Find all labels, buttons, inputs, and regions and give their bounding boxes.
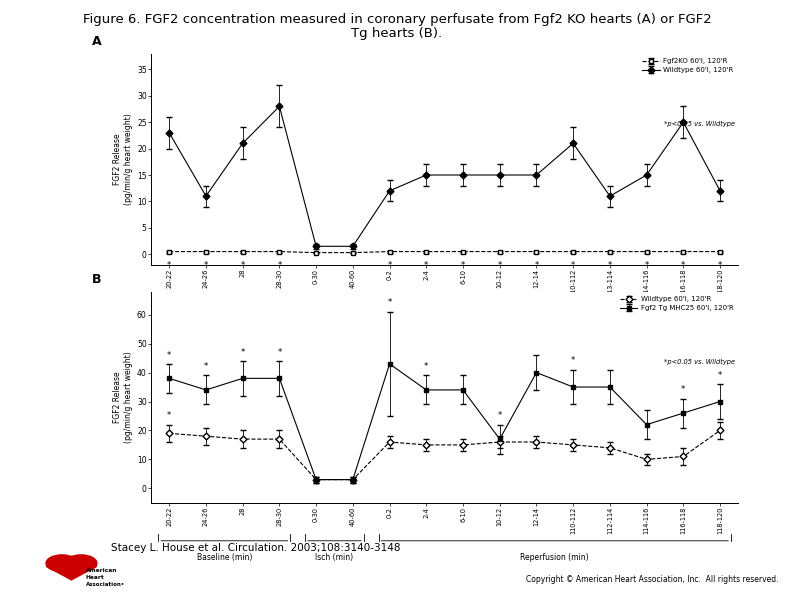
Text: *: *: [387, 261, 391, 270]
Text: *: *: [204, 362, 208, 371]
Text: *: *: [645, 261, 649, 270]
Text: *: *: [167, 261, 172, 270]
Circle shape: [46, 555, 78, 572]
Text: *: *: [534, 261, 538, 270]
Text: *: *: [167, 411, 172, 420]
Text: American: American: [86, 568, 118, 573]
Legend: Fgf2KO 60'I, 120'R, Wildtype 60'I, 120'R: Fgf2KO 60'I, 120'R, Wildtype 60'I, 120'R: [641, 57, 735, 74]
Text: Association•: Association•: [86, 581, 125, 587]
Text: Isch (min): Isch (min): [315, 315, 353, 324]
Text: *: *: [277, 347, 282, 356]
Text: Tg hearts (B).: Tg hearts (B).: [352, 27, 442, 40]
Text: Heart: Heart: [86, 575, 105, 580]
Y-axis label: FGF2 Release
(pg/min/g heart weight): FGF2 Release (pg/min/g heart weight): [114, 113, 133, 205]
Text: Figure 6. FGF2 concentration measured in coronary perfusate from Fgf2 KO hearts : Figure 6. FGF2 concentration measured in…: [83, 13, 711, 26]
Text: *: *: [571, 356, 576, 365]
Text: *: *: [424, 362, 429, 371]
Text: Baseline (min): Baseline (min): [197, 553, 252, 562]
Legend: Wildtype 60'I, 120'R, Fgf2 Tg MHC25 60'I, 120'R: Wildtype 60'I, 120'R, Fgf2 Tg MHC25 60'I…: [619, 295, 735, 312]
Text: *: *: [607, 261, 612, 270]
Text: *: *: [718, 261, 723, 270]
Text: Stacey L. House et al. Circulation. 2003;108:3140-3148: Stacey L. House et al. Circulation. 2003…: [111, 543, 401, 553]
Text: *: *: [681, 386, 685, 394]
Text: *p<0.05 vs. Wildtype: *p<0.05 vs. Wildtype: [665, 359, 735, 365]
Text: *: *: [241, 261, 245, 270]
Text: Reperfusion (min): Reperfusion (min): [521, 315, 589, 324]
Text: *: *: [167, 350, 172, 359]
Text: *: *: [498, 411, 502, 420]
Circle shape: [65, 555, 97, 572]
Text: *: *: [718, 371, 723, 380]
Y-axis label: FGF2 Release
(pg/min/g heart weight): FGF2 Release (pg/min/g heart weight): [114, 351, 133, 443]
Text: A: A: [92, 35, 102, 48]
Text: Isch (min): Isch (min): [315, 553, 353, 562]
Text: *: *: [681, 261, 685, 270]
Text: *: *: [424, 261, 429, 270]
Polygon shape: [46, 566, 97, 580]
Text: *: *: [387, 299, 391, 308]
Text: Copyright © American Heart Association, Inc.  All rights reserved.: Copyright © American Heart Association, …: [526, 575, 778, 584]
Text: *: *: [241, 347, 245, 356]
Text: *: *: [277, 261, 282, 270]
Text: Baseline (min): Baseline (min): [197, 315, 252, 324]
Text: Reperfusion (min): Reperfusion (min): [521, 553, 589, 562]
Text: *: *: [204, 261, 208, 270]
Text: *: *: [461, 261, 465, 270]
Text: *: *: [571, 261, 576, 270]
Text: *p<0.05 vs. Wildtype: *p<0.05 vs. Wildtype: [665, 121, 735, 127]
Text: B: B: [92, 273, 102, 286]
Text: *: *: [498, 261, 502, 270]
